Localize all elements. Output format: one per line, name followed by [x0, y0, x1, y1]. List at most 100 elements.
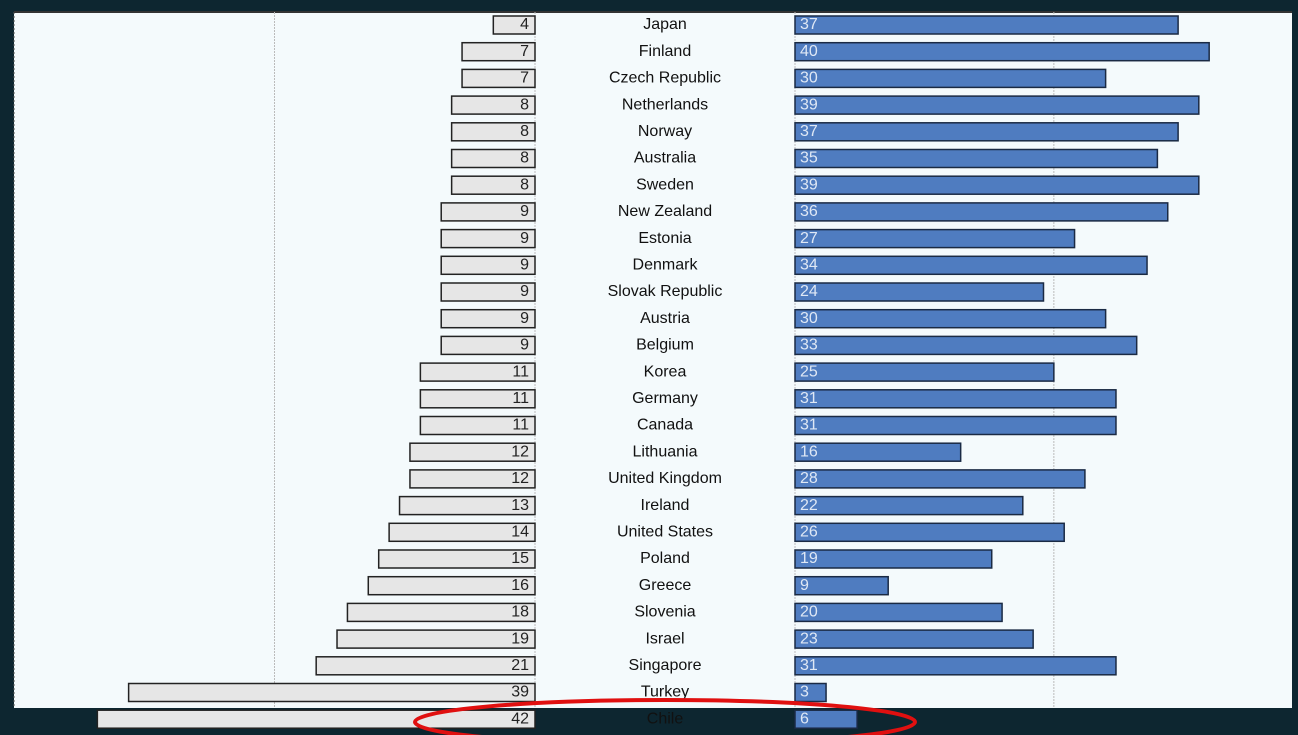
value-label-right: 37	[800, 123, 818, 140]
bar-right	[794, 656, 1117, 676]
bar-left	[440, 255, 536, 276]
value-label-left: 11	[512, 390, 529, 407]
bar-right	[794, 602, 1003, 623]
bar-left	[450, 175, 536, 195]
category-label: Czech Republic	[609, 70, 721, 87]
bar-left	[377, 549, 536, 569]
category-label: Singapore	[629, 657, 702, 674]
bar-right	[794, 709, 858, 729]
value-label-right: 9	[800, 577, 809, 594]
bar-left	[492, 15, 536, 35]
bar-right	[794, 469, 1086, 489]
value-label-right: 31	[800, 657, 818, 674]
value-label-left: 8	[520, 150, 529, 167]
bar-left	[450, 148, 536, 169]
value-label-right: 24	[800, 283, 818, 300]
value-label-right: 27	[800, 230, 818, 247]
category-label: Netherlands	[622, 96, 708, 113]
category-label: Korea	[644, 363, 687, 380]
value-label-left: 19	[511, 630, 529, 647]
category-label: Chile	[647, 710, 684, 727]
bar-right	[794, 308, 1107, 329]
value-label-right: 35	[800, 150, 818, 167]
value-label-right: 26	[800, 524, 818, 541]
bar-left	[440, 335, 536, 356]
category-label: Denmark	[633, 257, 699, 274]
bar-right	[794, 202, 1169, 222]
bar-left	[440, 228, 536, 249]
bar-left	[336, 629, 536, 649]
category-label: Slovenia	[634, 604, 695, 621]
value-label-left: 12	[511, 443, 529, 460]
bar-left	[450, 95, 536, 115]
value-label-left: 13	[511, 497, 529, 514]
value-label-left: 8	[520, 96, 529, 113]
value-label-left: 18	[511, 604, 529, 621]
value-label-right: 16	[800, 443, 818, 460]
value-label-right: 33	[800, 337, 818, 354]
value-label-right: 39	[800, 96, 818, 113]
category-label: Lithuania	[633, 443, 698, 460]
value-label-left: 9	[520, 310, 529, 327]
bar-right	[794, 68, 1107, 89]
value-label-right: 30	[800, 70, 818, 87]
value-label-right: 25	[800, 363, 818, 380]
value-label-right: 34	[800, 257, 818, 274]
category-label: Norway	[638, 123, 692, 140]
category-label: Greece	[639, 577, 692, 594]
bar-left	[127, 682, 536, 703]
bar-left	[398, 495, 536, 516]
value-label-right: 31	[800, 417, 818, 434]
category-label: Australia	[634, 150, 696, 167]
bar-left	[419, 362, 536, 382]
value-label-left: 9	[520, 203, 529, 220]
category-label: New Zealand	[618, 203, 712, 220]
category-label: Poland	[640, 550, 690, 567]
category-label: Japan	[643, 16, 687, 33]
bar-right	[794, 389, 1117, 409]
bar-left	[388, 522, 536, 543]
bar-left	[409, 442, 536, 462]
category-label: Ireland	[641, 497, 690, 514]
bar-left	[450, 122, 536, 142]
bar-right	[794, 15, 1179, 35]
bar-right	[794, 122, 1179, 142]
value-label-right: 20	[800, 604, 818, 621]
value-label-left: 12	[511, 470, 529, 487]
bar-left	[409, 469, 536, 489]
bar-left	[367, 575, 536, 596]
value-label-right: 28	[800, 470, 818, 487]
bar-right	[794, 95, 1200, 115]
bar-right	[794, 175, 1200, 195]
value-label-right: 37	[800, 16, 818, 33]
value-label-left: 21	[511, 657, 529, 674]
value-label-right: 23	[800, 630, 818, 647]
value-label-left: 7	[520, 43, 529, 60]
value-label-left: 9	[520, 337, 529, 354]
value-label-left: 4	[520, 16, 529, 33]
value-label-right: 40	[800, 43, 818, 60]
bar-left	[419, 415, 536, 436]
category-label: Germany	[632, 390, 698, 407]
bar-right	[794, 629, 1034, 649]
value-label-left: 11	[512, 363, 529, 380]
category-label: Estonia	[638, 230, 691, 247]
bar-right	[794, 549, 993, 569]
bar-left	[461, 68, 536, 89]
value-label-left: 11	[512, 417, 529, 434]
bar-right	[794, 335, 1138, 356]
bar-right	[794, 41, 1210, 62]
bar-right	[794, 148, 1159, 169]
bar-left	[461, 41, 536, 62]
bar-right	[794, 495, 1024, 516]
value-label-right: 30	[800, 310, 818, 327]
category-label: Turkey	[641, 684, 689, 701]
bar-left	[440, 202, 536, 222]
bar-left	[440, 308, 536, 329]
category-label: Slovak Republic	[608, 283, 723, 300]
bar-right	[794, 282, 1045, 302]
category-label: Belgium	[636, 337, 694, 354]
bar-left	[419, 389, 536, 409]
